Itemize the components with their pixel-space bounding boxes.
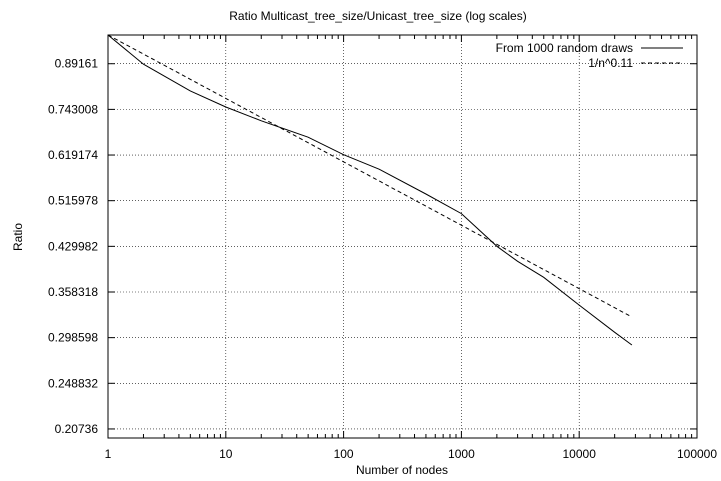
series-line-2 <box>107 34 633 318</box>
y-tick-label: 0.743008 <box>48 102 98 116</box>
chart-title: Ratio Multicast_tree_size/Unicast_tree_s… <box>229 9 526 23</box>
x-tick-label: 10000 <box>563 447 597 461</box>
y-tick-label: 0.619174 <box>48 148 98 162</box>
axis-ticks <box>107 35 698 438</box>
y-tick-label: 0.298598 <box>48 331 98 345</box>
x-axis-tick-labels: 1 10 100 1000 10000 100000 <box>105 447 718 461</box>
y-tick-label: 0.429982 <box>48 239 98 253</box>
y-tick-label: 0.248832 <box>48 376 98 390</box>
y-axis-label: Ratio <box>11 223 25 251</box>
legend-label: From 1000 random draws <box>496 41 633 55</box>
y-tick-label: 0.358318 <box>48 285 98 299</box>
y-axis-tick-labels: 0.20736 0.248832 0.298598 0.358318 0.429982 0… <box>48 57 98 436</box>
grid <box>108 35 697 438</box>
x-tick-label: 100000 <box>677 447 717 461</box>
plot-area-border <box>107 34 698 439</box>
y-tick-label: 0.515978 <box>48 194 98 208</box>
x-axis-label: Number of nodes <box>356 463 448 477</box>
x-tick-label: 10 <box>219 447 233 461</box>
x-tick-label: 1 <box>105 447 112 461</box>
series <box>107 34 633 346</box>
series-line-1 <box>107 34 633 346</box>
y-tick-label: 0.20736 <box>55 422 99 436</box>
legend-label: 1/n^0.11 <box>588 56 633 70</box>
x-tick-label: 1000 <box>448 447 475 461</box>
y-tick-label: 0.89161 <box>55 57 99 71</box>
x-tick-label: 100 <box>334 447 354 461</box>
